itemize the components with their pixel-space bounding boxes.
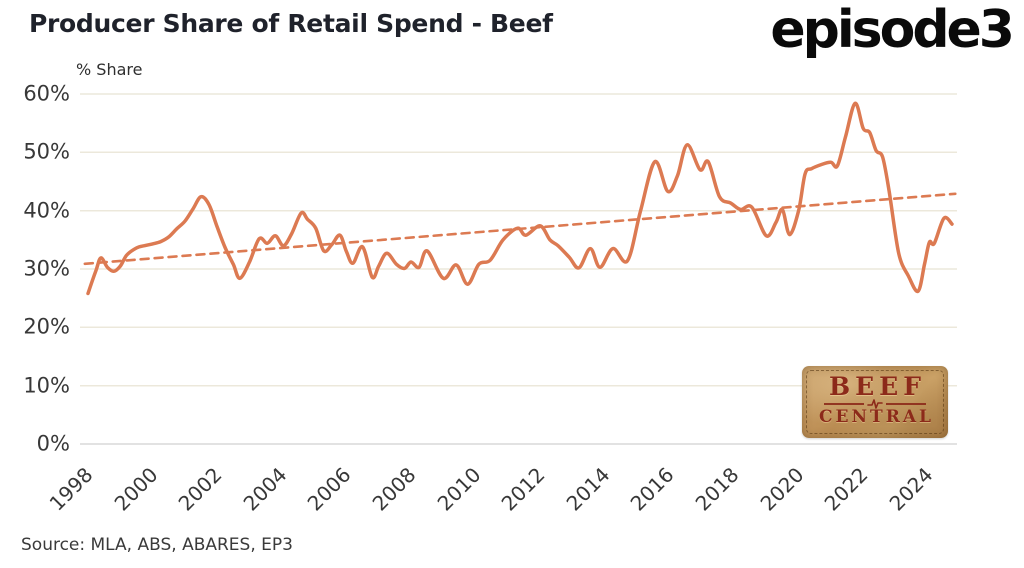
- chart-title: Producer Share of Retail Spend - Beef: [29, 9, 553, 38]
- source-note: Source: MLA, ABS, ABARES, EP3: [21, 535, 293, 555]
- y-tick-label: 20%: [23, 314, 70, 339]
- badge-divider-line-left: [824, 403, 864, 405]
- y-axis-title: % Share: [76, 60, 143, 79]
- y-tick-label: 40%: [23, 198, 70, 223]
- producer-share-series-line: [86, 101, 954, 296]
- y-tick-label: 50%: [23, 139, 70, 164]
- line-chart: [80, 93, 957, 445]
- y-tick-label: 30%: [23, 256, 70, 281]
- beef-central-badge: BEEF CENTRAL: [802, 366, 948, 438]
- y-tick-label: 60%: [23, 81, 70, 106]
- y-tick-label: 0%: [36, 431, 70, 456]
- episode3-logo: episode3: [770, 0, 1015, 60]
- badge-beef-text: BEEF: [829, 372, 926, 401]
- badge-central-text: CENTRAL: [819, 407, 934, 427]
- badge-divider: [802, 399, 948, 409]
- badge-divider-line-right: [886, 403, 926, 405]
- y-tick-label: 10%: [23, 373, 70, 398]
- cattle-brand-icon: [867, 399, 883, 409]
